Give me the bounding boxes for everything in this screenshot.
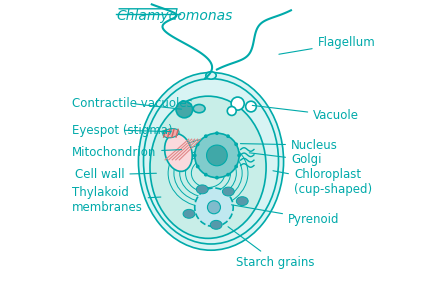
- Text: Chloroplast
(cup-shaped): Chloroplast (cup-shaped): [273, 168, 372, 196]
- Circle shape: [238, 154, 240, 157]
- Circle shape: [216, 176, 218, 179]
- Circle shape: [197, 165, 199, 168]
- Circle shape: [227, 173, 229, 176]
- Circle shape: [197, 143, 199, 146]
- Text: Vacuole: Vacuole: [252, 105, 359, 122]
- Ellipse shape: [138, 72, 284, 250]
- Ellipse shape: [210, 220, 222, 229]
- Text: Eyespot (stigma): Eyespot (stigma): [72, 124, 173, 137]
- Circle shape: [194, 154, 196, 157]
- Circle shape: [227, 106, 236, 115]
- Ellipse shape: [236, 197, 248, 206]
- Text: Thylakoid
membranes: Thylakoid membranes: [72, 186, 161, 214]
- Circle shape: [176, 101, 192, 118]
- Circle shape: [208, 201, 220, 214]
- Text: Chlamydomonas: Chlamydomonas: [116, 9, 233, 23]
- Text: Mitochondrion: Mitochondrion: [72, 146, 181, 159]
- Ellipse shape: [222, 187, 234, 196]
- Text: Golgi: Golgi: [249, 153, 322, 166]
- Ellipse shape: [183, 209, 195, 218]
- Ellipse shape: [150, 96, 266, 238]
- Circle shape: [216, 132, 218, 134]
- Circle shape: [206, 145, 227, 166]
- Text: Cell wall: Cell wall: [75, 168, 157, 181]
- Ellipse shape: [193, 104, 205, 113]
- Circle shape: [227, 135, 229, 137]
- Ellipse shape: [196, 185, 208, 194]
- Ellipse shape: [206, 72, 216, 79]
- Ellipse shape: [165, 134, 192, 171]
- Text: Contractile vacuoles: Contractile vacuoles: [72, 97, 192, 110]
- Circle shape: [246, 101, 256, 112]
- Circle shape: [231, 97, 244, 110]
- Ellipse shape: [163, 129, 179, 138]
- Text: Pyrenoid: Pyrenoid: [232, 205, 340, 226]
- Circle shape: [205, 135, 207, 137]
- Circle shape: [195, 188, 233, 227]
- Text: Nucleus: Nucleus: [241, 138, 338, 152]
- Circle shape: [235, 143, 237, 146]
- Circle shape: [205, 173, 207, 176]
- Text: Starch grains: Starch grains: [228, 227, 315, 269]
- Circle shape: [195, 133, 239, 178]
- Circle shape: [235, 165, 237, 168]
- Text: Flagellum: Flagellum: [279, 36, 376, 54]
